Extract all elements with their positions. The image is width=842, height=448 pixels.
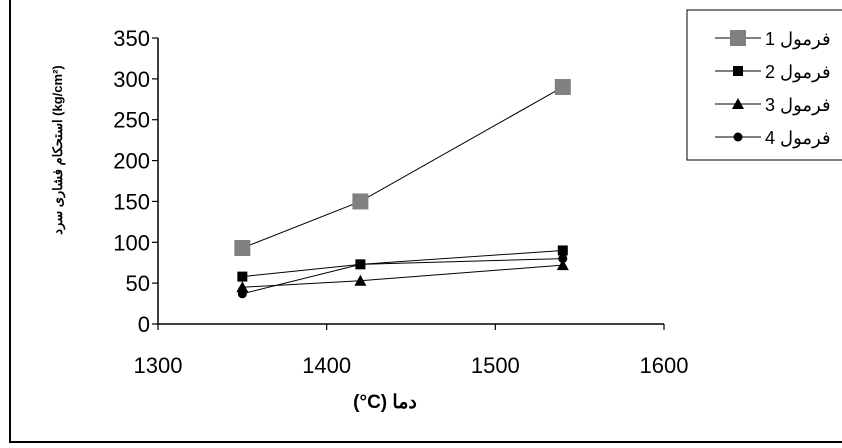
data-point-series-1 [554,79,571,96]
axes [157,38,664,325]
y-tick-label: 200 [113,149,150,174]
legend-label-3: فرمول 3 [765,95,831,116]
x-tick-label: 1300 [134,353,183,378]
data-point-series-3 [556,259,569,271]
legend-marker-1 [730,30,746,46]
y-tick-label: 150 [113,189,150,214]
series-line-4 [242,258,563,295]
data-point-series-1 [234,240,251,257]
legend-label-1: فرمول 1 [765,29,831,50]
y-tick-label: 250 [113,108,150,133]
series-line-1 [242,86,564,249]
legend-box [686,9,842,161]
y-tick-label: 0 [138,312,150,337]
legend-marker-3 [732,98,744,109]
data-point-series-4 [355,259,365,269]
x-tick-label: 1400 [302,353,351,378]
legend: فرمول 1 فرمول 2 فرمول 3 فرمول 4 [686,9,842,161]
x-axis-label: (°C) دما [353,392,417,413]
y-tick-label: 50 [126,271,150,296]
series-line-3 [242,264,563,288]
y-tick-label: 100 [113,230,150,255]
y-tick-label: 300 [113,67,150,92]
legend-marker-4 [733,132,743,142]
data-point-series-3 [354,274,367,286]
legend-label-4: فرمول 4 [765,128,831,149]
data-point-series-4 [237,289,247,299]
legend-marker-2 [733,66,743,76]
y-axis-label: استحکام فشاری سرد (kg/cm²) [50,65,66,234]
data-point-series-3 [236,281,249,293]
x-tick-label: 1500 [471,353,520,378]
x-tick-label: 1600 [640,353,689,378]
legend-label-2: فرمول 2 [765,62,831,83]
data-point-series-4 [558,254,568,264]
series-layer [234,79,571,299]
data-point-series-1 [352,193,369,210]
data-point-series-2 [557,245,568,256]
ticks: 0 50 100 150 200 250 300 350 1300 1400 1500 1600 [113,26,688,378]
data-point-series-2 [237,271,248,282]
y-tick-label: 350 [113,26,150,51]
